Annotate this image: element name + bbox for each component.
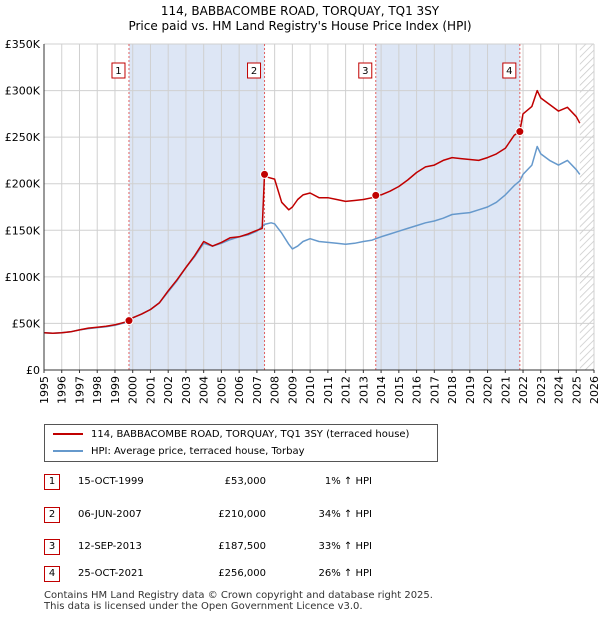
sale-label-text: 3 — [362, 66, 368, 77]
x-tick-label: 2004 — [198, 376, 211, 404]
x-tick-label: 1995 — [38, 376, 51, 404]
x-tick-label: 2025 — [570, 376, 583, 404]
x-tick-label: 1996 — [56, 376, 69, 404]
legend-item-price: 114, BABBACOMBE ROAD, TORQUAY, TQ1 3SY (… — [53, 429, 409, 440]
sale-date: 15-OCT-1999 — [78, 476, 144, 487]
legend-label-hpi: HPI: Average price, terraced house, Torb… — [91, 446, 305, 457]
x-tick-label: 1999 — [109, 376, 122, 404]
sale-hpi-change: 34% ↑ HPI — [318, 509, 372, 520]
sale-number-badge: 2 — [44, 507, 60, 523]
y-tick-label: £50K — [12, 317, 41, 330]
sale-price: £256,000 — [218, 568, 266, 579]
x-tick-label: 2024 — [553, 376, 566, 404]
sale-hpi-change: 33% ↑ HPI — [318, 541, 372, 552]
x-tick-label: 2026 — [588, 376, 600, 404]
sale-number-badge: 4 — [44, 566, 60, 582]
x-tick-label: 2018 — [446, 376, 459, 404]
y-tick-label: £0 — [26, 364, 40, 377]
sale-date: 25-OCT-2021 — [78, 568, 144, 579]
sale-price: £187,500 — [218, 541, 266, 552]
sale-label-box — [358, 62, 373, 79]
shaded-period — [128, 44, 265, 370]
x-tick-label: 2000 — [127, 376, 140, 404]
shaded-period — [375, 44, 520, 370]
price-paid-line — [43, 89, 581, 334]
x-tick-label: 2023 — [535, 376, 548, 404]
sale-number-badge: 1 — [44, 474, 60, 490]
x-tick-label: 2007 — [251, 376, 264, 404]
chart-subtitle: Price paid vs. HM Land Registry's House … — [128, 19, 472, 33]
sale-label-box — [502, 62, 517, 79]
sale-point — [371, 190, 381, 200]
sale-label-box — [247, 62, 262, 79]
x-tick-label: 2009 — [286, 376, 299, 404]
sale-price: £210,000 — [218, 509, 266, 520]
y-tick-label: £150K — [5, 224, 41, 237]
sale-row: 1 15-OCT-1999 £53,000 1% ↑ HPI — [44, 474, 564, 494]
legend-item-hpi: HPI: Average price, terraced house, Torb… — [53, 446, 305, 457]
legend-swatch-hpi — [53, 450, 83, 452]
sale-label-box — [111, 62, 126, 79]
sale-hpi-change: 1% ↑ HPI — [324, 476, 372, 487]
x-tick-label: 2014 — [375, 376, 388, 404]
chart-title: 114, BABBACOMBE ROAD, TORQUAY, TQ1 3SY — [160, 4, 440, 18]
x-tick-label: 2019 — [464, 376, 477, 404]
x-tick-label: 2017 — [428, 376, 441, 404]
sale-price: £53,000 — [224, 476, 266, 487]
x-tick-label: 1998 — [91, 376, 104, 404]
sale-row: 2 06-JUN-2007 £210,000 34% ↑ HPI — [44, 507, 564, 527]
y-tick-label: £100K — [5, 271, 41, 284]
x-tick-label: 2003 — [180, 376, 193, 404]
x-tick-label: 1997 — [73, 376, 86, 404]
sale-row: 3 12-SEP-2013 £187,500 33% ↑ HPI — [44, 539, 564, 559]
x-tick-label: 2005 — [215, 376, 228, 404]
x-tick-label: 2011 — [322, 376, 335, 404]
sale-label: 2 — [247, 62, 262, 79]
x-tick-label: 2020 — [482, 376, 495, 404]
x-tick-label: 2008 — [269, 376, 282, 404]
hatched-area — [579, 44, 594, 370]
x-tick-label: 2012 — [340, 376, 353, 404]
footer-copyright: Contains HM Land Registry data © Crown c… — [44, 590, 433, 601]
y-tick-label: £350K — [5, 38, 41, 51]
x-tick-label: 2010 — [304, 376, 317, 404]
x-tick-label: 2013 — [357, 376, 370, 404]
x-tick-label: 2001 — [144, 376, 157, 404]
x-tick-label: 2022 — [517, 376, 530, 404]
sale-point — [515, 127, 525, 137]
sale-date: 06-JUN-2007 — [78, 509, 142, 520]
sale-label-text: 4 — [506, 66, 512, 77]
y-tick-label: £250K — [5, 131, 41, 144]
sale-hpi-change: 26% ↑ HPI — [318, 568, 372, 579]
x-tick-label: 2015 — [393, 376, 406, 404]
sale-row: 4 25-OCT-2021 £256,000 26% ↑ HPI — [44, 566, 564, 586]
legend-label-price: 114, BABBACOMBE ROAD, TORQUAY, TQ1 3SY (… — [91, 429, 410, 440]
sale-point — [124, 316, 134, 326]
sale-number-badge: 3 — [44, 539, 60, 555]
legend-swatch-price — [53, 433, 83, 435]
sale-label-text: 2 — [251, 66, 257, 77]
footer-licence: This data is licensed under the Open Gov… — [44, 601, 363, 612]
x-tick-label: 2006 — [233, 376, 246, 404]
sale-label: 4 — [502, 62, 517, 79]
sale-point — [260, 169, 270, 179]
sale-label: 3 — [358, 62, 373, 79]
sale-date: 12-SEP-2013 — [78, 541, 142, 552]
x-tick-label: 2016 — [411, 376, 424, 404]
y-tick-label: £300K — [5, 85, 41, 98]
x-tick-label: 2021 — [499, 376, 512, 404]
sale-label: 1 — [111, 62, 126, 79]
y-tick-label: £200K — [5, 178, 41, 191]
sale-label-text: 1 — [115, 66, 121, 77]
price-chart: 1 2 3 4 £0 £50K £100K £150K £200K £250K £300K £350K… — [5, 38, 600, 404]
chart-legend: 114, BABBACOMBE ROAD, TORQUAY, TQ1 3SY (… — [44, 424, 438, 462]
x-tick-label: 2002 — [162, 376, 175, 404]
